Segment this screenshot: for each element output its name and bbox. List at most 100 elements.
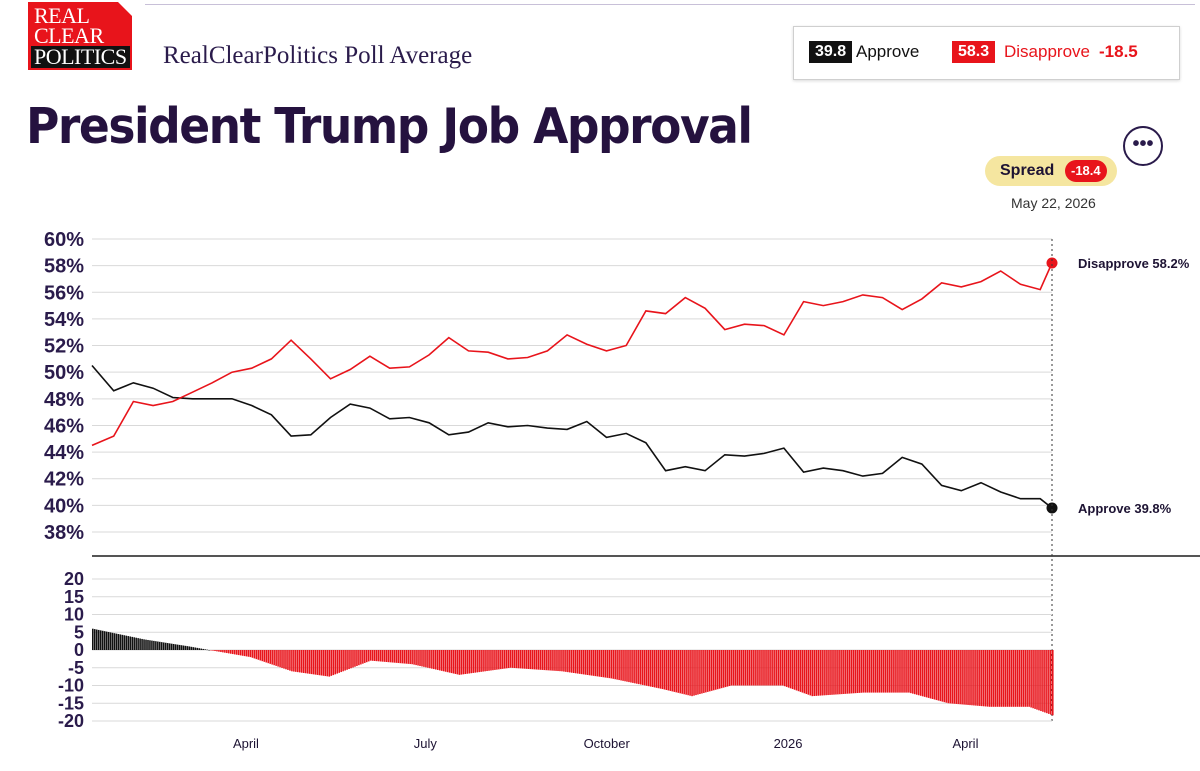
- spread-bar: [448, 650, 451, 673]
- spread-bar: [852, 650, 855, 694]
- legend-disapprove-label: Disapprove: [1004, 42, 1090, 61]
- spread-bar: [1044, 650, 1046, 713]
- spread-bar: [131, 636, 134, 650]
- spread-bar: [492, 650, 494, 671]
- spread-bar: [535, 650, 538, 670]
- logo-text-real: REAL: [34, 3, 90, 28]
- spread-bar: [226, 650, 228, 654]
- spread-bar: [569, 650, 571, 673]
- spread-y-tick-label: -5: [68, 658, 84, 678]
- logo-corner-fold: [118, 2, 132, 16]
- spread-y-tick-label: 10: [64, 605, 84, 625]
- legend-disapprove-value: 58.3: [952, 41, 996, 63]
- spread-bar: [180, 645, 183, 650]
- spread-bar: [202, 648, 204, 650]
- spread-bar: [523, 650, 526, 669]
- spread-bar: [1002, 650, 1005, 707]
- spread-bar: [166, 643, 169, 650]
- spread-bar: [153, 640, 155, 650]
- spread-bar: [1026, 650, 1028, 707]
- spread-bar: [517, 650, 520, 669]
- spread-bar: [399, 650, 402, 664]
- spread-bar: [330, 650, 333, 676]
- spread-y-tick-label: -15: [58, 693, 84, 713]
- spread-bar: [791, 650, 794, 690]
- spread-bar: [480, 650, 482, 672]
- spread-bar: [352, 650, 354, 668]
- spread-bar: [983, 650, 985, 707]
- spread-bar: [190, 646, 193, 650]
- spread-bar: [332, 650, 335, 676]
- spread-bar: [858, 650, 861, 693]
- spread-bar: [344, 650, 346, 671]
- spread-bar: [906, 650, 908, 693]
- spread-bar: [295, 650, 297, 672]
- spread-bar: [671, 650, 674, 692]
- y-tick-label: 52%: [44, 336, 84, 358]
- spread-bar: [450, 650, 453, 674]
- spread-bar: [691, 650, 693, 697]
- spread-y-tick-label: 5: [74, 622, 84, 642]
- spread-bar: [1036, 650, 1038, 710]
- spread-bar: [781, 650, 784, 686]
- spread-bar: [683, 650, 685, 695]
- y-tick-label: 56%: [44, 282, 84, 304]
- spread-bar: [833, 650, 835, 695]
- spread-bar: [805, 650, 808, 695]
- spread-bar: [553, 650, 555, 671]
- spread-bar: [182, 645, 185, 650]
- spread-bar: [543, 650, 545, 671]
- spread-bar: [582, 650, 585, 675]
- spread-bar: [253, 650, 256, 659]
- spread-bar: [476, 650, 478, 673]
- spread-bar: [598, 650, 601, 677]
- spread-bar: [220, 650, 222, 653]
- spread-bar: [841, 650, 843, 695]
- spread-bar: [348, 650, 350, 670]
- spread-bar: [409, 650, 411, 665]
- spread-bar: [600, 650, 603, 677]
- spread-bar: [1048, 650, 1050, 714]
- spread-bar: [488, 650, 490, 671]
- spread-bar: [726, 650, 729, 687]
- spread-bar: [500, 650, 502, 670]
- spread-bar: [839, 650, 841, 695]
- spread-bar: [407, 650, 409, 664]
- spread-bar: [107, 631, 110, 650]
- x-tick-label: April: [952, 736, 978, 751]
- more-options-button[interactable]: •••: [1123, 126, 1163, 166]
- spread-bar: [967, 650, 969, 705]
- spread-bar: [265, 650, 268, 663]
- spread-bar: [580, 650, 583, 675]
- spread-bar: [764, 650, 766, 686]
- y-tick-label: 40%: [44, 495, 84, 517]
- spread-bar: [628, 650, 630, 683]
- spread-bar: [996, 650, 999, 707]
- spread-bar: [1032, 650, 1034, 709]
- spread-bar: [979, 650, 981, 706]
- spread-bar: [429, 650, 431, 669]
- spread-bar: [320, 650, 323, 676]
- spread-bar: [724, 650, 727, 688]
- spread-bar: [198, 648, 201, 650]
- y-tick-label: 50%: [44, 362, 84, 384]
- spread-bar: [1010, 650, 1013, 707]
- spread-bar: [385, 650, 388, 662]
- spread-bar: [521, 650, 524, 669]
- spread-bar: [803, 650, 806, 694]
- spread-bar: [947, 650, 950, 704]
- spread-bar: [196, 647, 199, 650]
- spread-bar: [297, 650, 299, 673]
- spread-bar: [135, 637, 137, 650]
- spread-bar: [779, 650, 782, 686]
- spread-bar: [366, 650, 368, 663]
- spread-bar: [178, 644, 181, 650]
- spread-bar: [606, 650, 609, 678]
- spread-bar: [898, 650, 900, 693]
- disapprove-end-point: [1046, 257, 1058, 269]
- spread-bar: [229, 650, 232, 654]
- spread-bar: [850, 650, 853, 694]
- spread-bar: [811, 650, 814, 697]
- spread-bar: [722, 650, 725, 688]
- spread-bar: [973, 650, 975, 706]
